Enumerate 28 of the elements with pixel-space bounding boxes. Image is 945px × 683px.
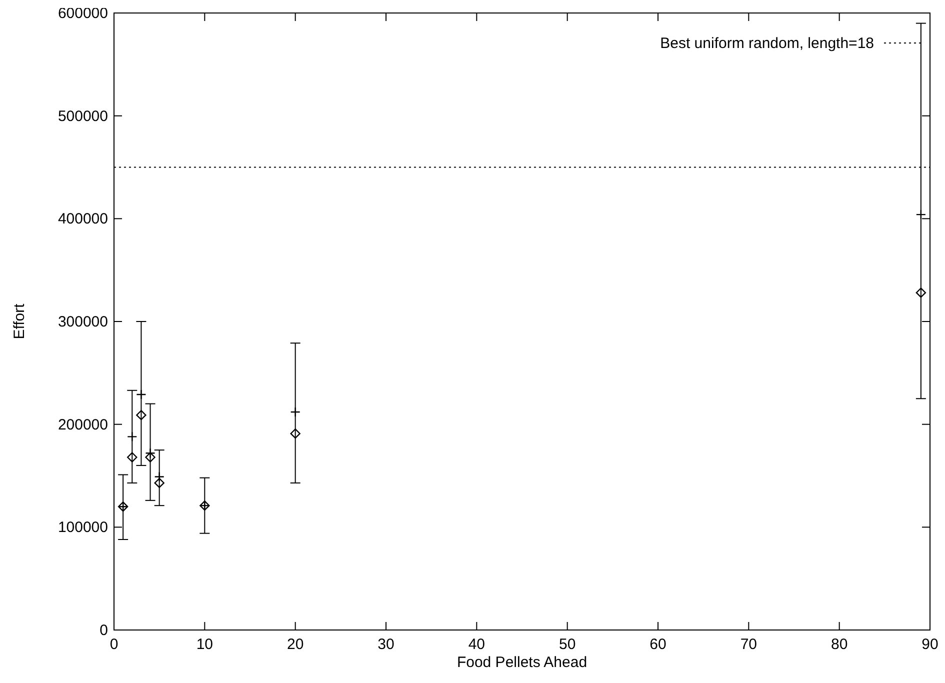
y-tick-label: 300000 [58, 314, 108, 330]
x-tick-label: 60 [650, 636, 666, 653]
y-tick-label: 0 [100, 622, 108, 639]
x-tick-label: 10 [196, 636, 214, 653]
point [916, 288, 926, 298]
y-tick-label: 400000 [58, 210, 108, 228]
x-tick-label: 30 [378, 636, 394, 653]
point [290, 428, 300, 439]
point [290, 406, 300, 418]
y-tick-label: 200000 [58, 416, 108, 434]
legend-label: Best uniform random, length=18 [660, 35, 874, 52]
point [136, 389, 146, 400]
x-tick-label: 90 [922, 636, 938, 653]
x-tick-label: 40 [468, 636, 486, 653]
y-tick-label: 100000 [58, 519, 108, 536]
y-tick-label: 500000 [58, 108, 108, 125]
x-tick-label: 20 [286, 636, 304, 653]
point [916, 209, 926, 220]
x-axis-title: Food Pellets Ahead [456, 654, 588, 671]
x-tick-label: 80 [830, 636, 848, 653]
x-tick-label: 0 [110, 636, 118, 653]
point [136, 410, 146, 420]
point [154, 478, 164, 488]
point [145, 452, 156, 462]
point [127, 452, 138, 462]
y-axis-title: Effort [11, 302, 28, 340]
x-tick-label: 70 [740, 636, 758, 653]
x-tick-label: 50 [558, 636, 576, 653]
